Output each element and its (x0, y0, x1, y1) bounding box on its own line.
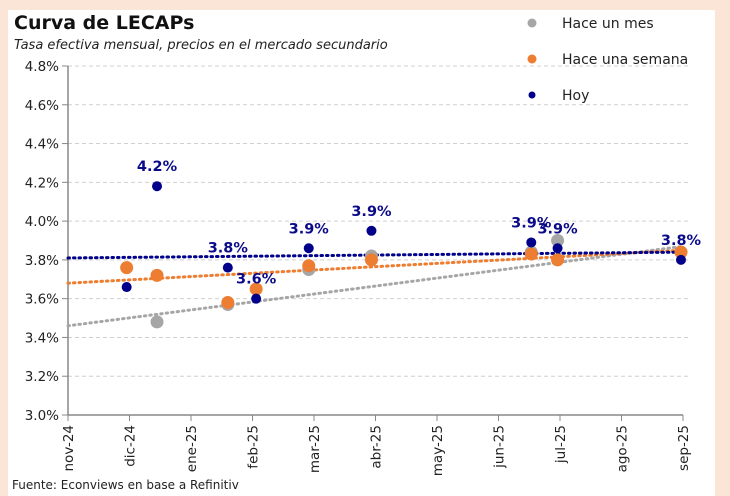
y-tick-label: 4.6% (25, 98, 59, 114)
x-tick-label: nov-24 (61, 425, 77, 472)
data-label: 4.2% (137, 159, 178, 175)
point-hoy (526, 237, 537, 248)
x-tick-label: ene-25 (184, 425, 200, 472)
point-semana (302, 259, 316, 273)
x-tick-label: sep-25 (676, 425, 692, 471)
legend-marker (527, 18, 537, 28)
point-mes (551, 234, 565, 247)
point-hoy (366, 225, 377, 236)
legend-label: Hoy (562, 88, 589, 104)
point-hoy (251, 293, 262, 304)
legend-label: Hace un mes (562, 16, 654, 32)
x-tick-label: jun-25 (492, 425, 508, 469)
x-tick-label: may-25 (430, 425, 446, 476)
trendline-1 (66, 248, 685, 285)
legend-marker (528, 91, 536, 99)
point-semana (674, 245, 688, 259)
y-tick-label: 3.8% (25, 253, 59, 269)
data-label: 3.6% (236, 272, 277, 288)
y-tick-label: 4.2% (25, 175, 59, 191)
y-tick-label: 3.2% (25, 369, 59, 385)
x-tick-label: mar-25 (307, 425, 323, 473)
y-tick-label: 4.8% (25, 59, 59, 75)
point-hoy (675, 254, 686, 265)
point-hoy (152, 181, 163, 192)
point-semana (364, 253, 378, 267)
point-semana (249, 282, 263, 296)
point-mes (150, 315, 164, 329)
y-tick-label: 4.0% (25, 214, 59, 230)
legend-marker (527, 54, 537, 64)
data-label: 3.9% (511, 215, 552, 231)
y-tick-label: 3.4% (25, 330, 59, 346)
data-label: 3.9% (537, 221, 578, 237)
x-tick-label: ago-25 (615, 425, 631, 472)
x-tick-label: abr-25 (369, 425, 385, 469)
x-tick-label: feb-25 (246, 425, 262, 469)
chart-title: Curva de LECAPs (14, 12, 195, 34)
point-semana (150, 268, 164, 282)
x-tick-label: jul-25 (553, 425, 569, 464)
chart-subtitle: Tasa efectiva mensual, precios en el mer… (14, 38, 388, 53)
data-label: 3.9% (289, 221, 330, 237)
trendline-0 (66, 244, 685, 328)
y-tick-label: 3.6% (25, 292, 59, 308)
y-tick-label: 3.0% (25, 408, 59, 424)
point-hoy (121, 282, 132, 293)
data-label: 3.8% (208, 241, 249, 257)
legend-label: Hace una semana (562, 52, 688, 68)
point-hoy (303, 243, 314, 254)
point-semana (551, 253, 565, 267)
point-semana (524, 247, 538, 261)
point-hoy (222, 262, 233, 273)
point-semana (120, 261, 134, 275)
chart-source: Fuente: Econviews en base a Refinitiv (12, 478, 239, 492)
point-hoy (552, 243, 563, 254)
x-tick-label: dic-24 (123, 425, 139, 467)
data-label: 3.8% (661, 233, 702, 249)
y-tick-label: 4.4% (25, 137, 59, 153)
point-semana (221, 296, 235, 310)
data-label: 3.9% (351, 204, 392, 220)
